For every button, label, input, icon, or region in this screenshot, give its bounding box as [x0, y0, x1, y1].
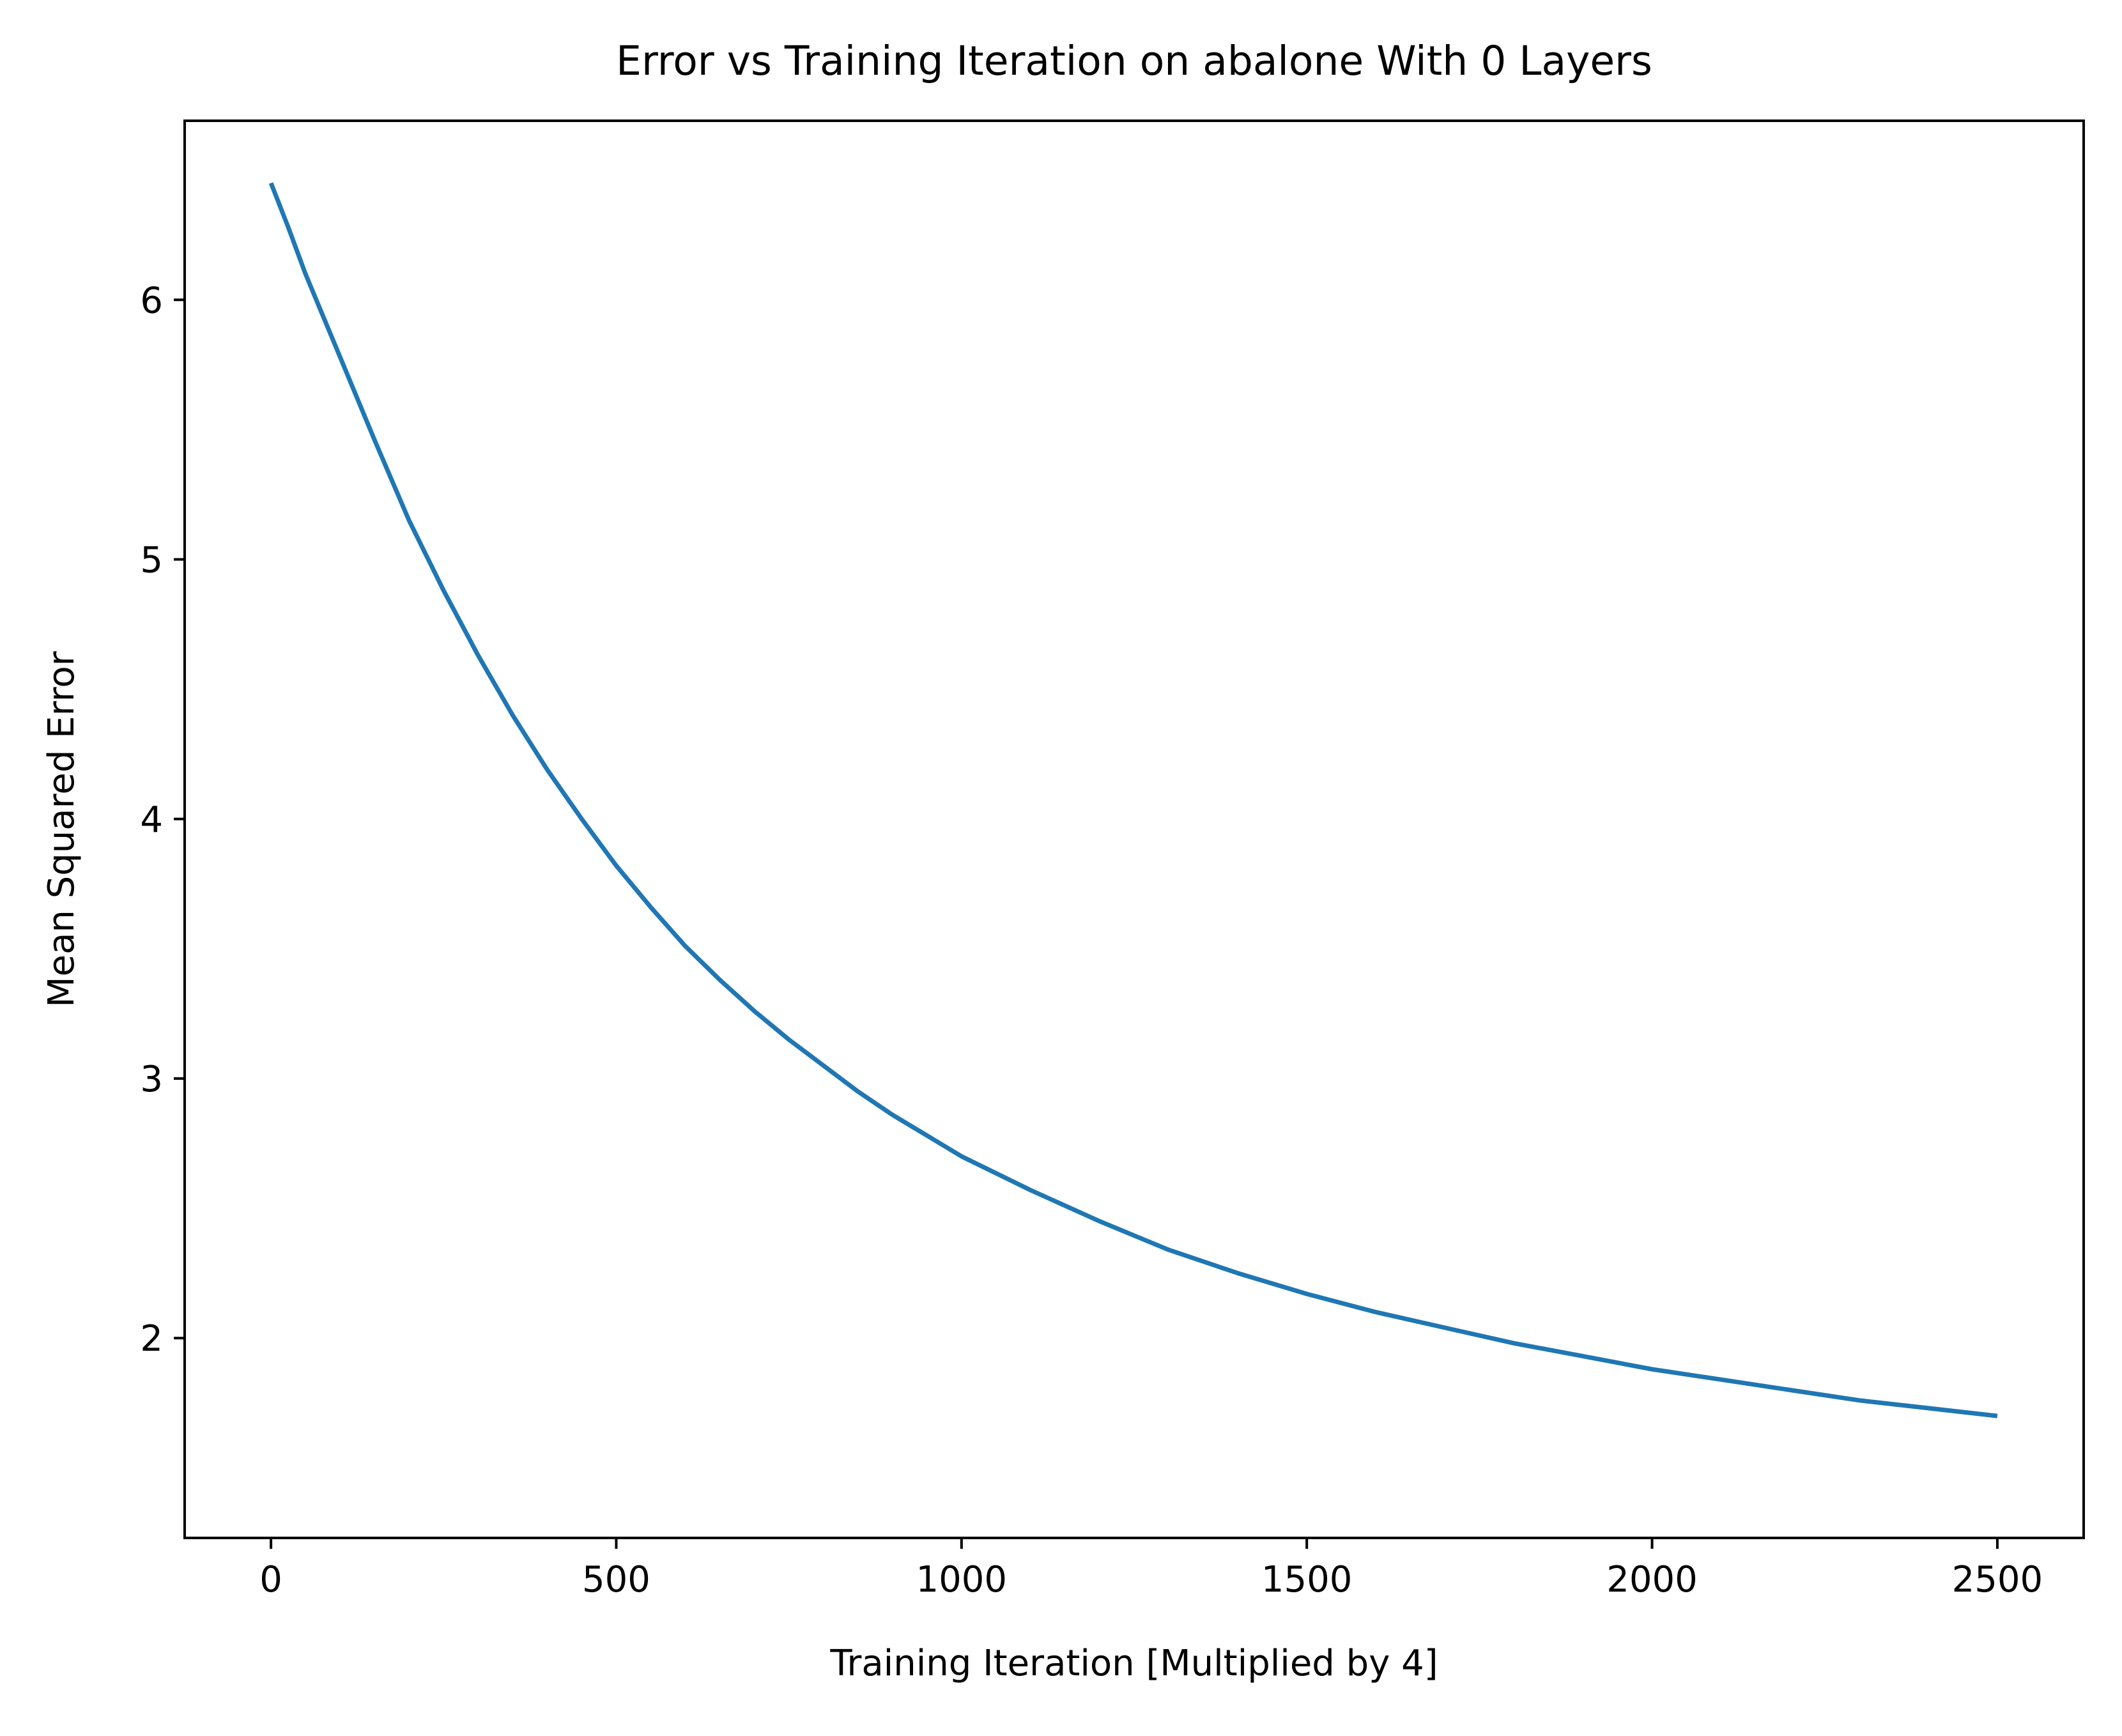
x-tick-label: 0: [259, 1559, 282, 1601]
x-tick-label: 2500: [1952, 1559, 2043, 1601]
y-tick-label: 6: [140, 280, 163, 321]
y-tick-label: 5: [140, 540, 163, 581]
y-tick-label: 4: [140, 799, 163, 841]
series-line-1: [268, 182, 1998, 1418]
x-tick-label: 1500: [1261, 1559, 1353, 1601]
plot-area: [268, 182, 1998, 1418]
y-tick-label: 3: [140, 1059, 163, 1100]
x-tick-label: 1000: [916, 1559, 1008, 1601]
x-axis-label: Training Iteration [Multiplied by 4]: [829, 1643, 1438, 1684]
chart-title: Error vs Training Iteration on abalone W…: [616, 38, 1652, 84]
x-tick-label: 500: [582, 1559, 650, 1601]
y-tick-label: 2: [140, 1318, 163, 1360]
axes-frame: [183, 119, 2085, 1539]
x-tick-label: 2000: [1606, 1559, 1698, 1601]
y-axis-label: Mean Squared Error: [41, 650, 82, 1007]
axis-ticks: 0 500 1000 1500 2000 2500 2 3 4 5 6: [140, 280, 2043, 1601]
